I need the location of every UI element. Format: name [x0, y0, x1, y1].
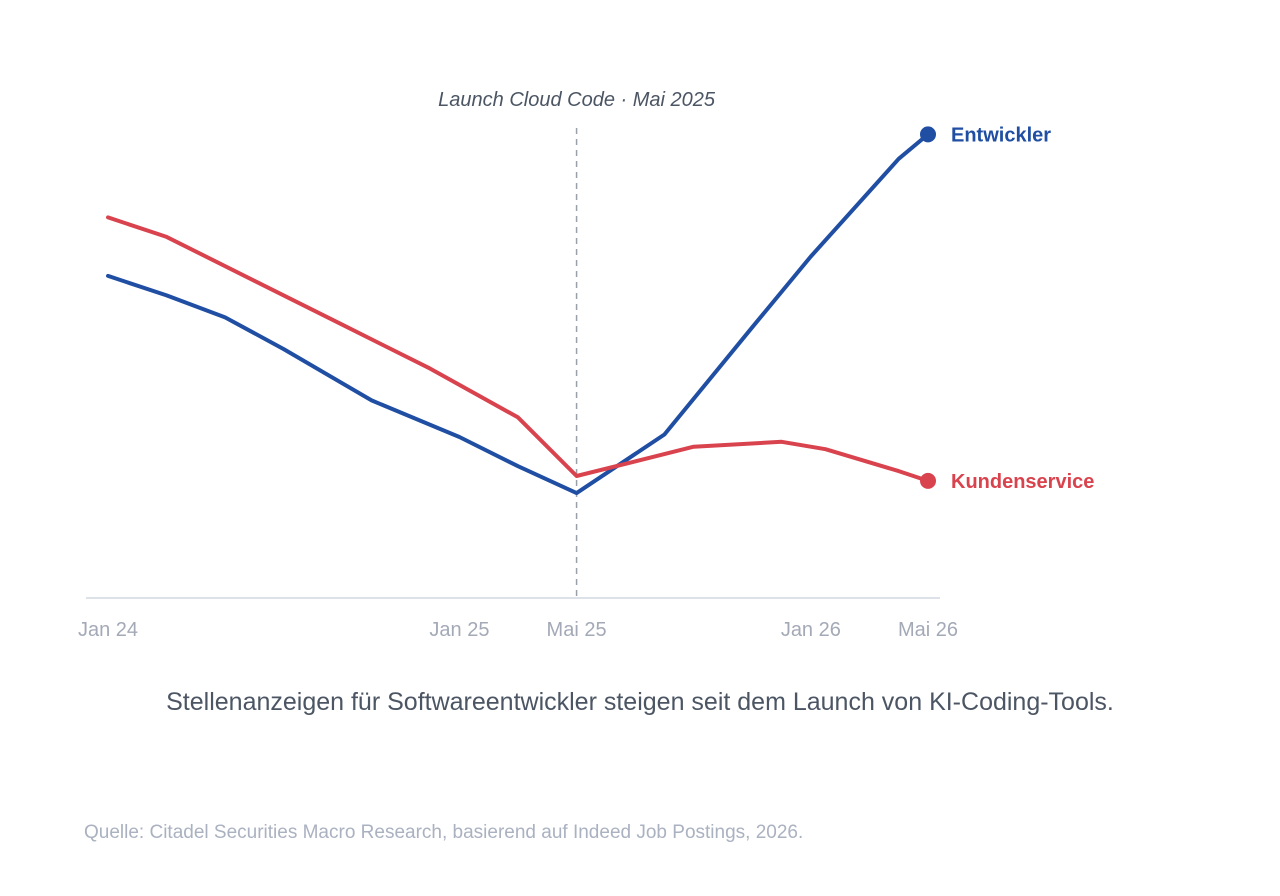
x-axis-ticks: Jan 24 Jan 25 Mai 25 Jan 26 Mai 26 [78, 619, 958, 641]
x-tick-label: Mai 25 [547, 619, 607, 641]
source-note: Quelle: Citadel Securities Macro Researc… [84, 822, 804, 843]
series-end-point-entwickler [920, 126, 936, 143]
x-tick-label: Jan 26 [781, 619, 841, 641]
series-layer: Entwickler Kundenservice [106, 124, 1094, 496]
series-end-point-kundenservice [920, 472, 936, 489]
x-tick-label: Jan 25 [429, 619, 489, 641]
chart-caption: Stellenanzeigen für Softwareentwickler s… [166, 688, 1114, 716]
series-label-entwickler: Entwickler [951, 124, 1051, 146]
line-chart: Launch Cloud Code · Mai 2025 Jan 24 Jan 2… [78, 89, 1094, 641]
x-tick-label: Jan 24 [78, 619, 138, 641]
launch-marker-label: Launch Cloud Code · Mai 2025 [438, 89, 716, 111]
series-label-kundenservice: Kundenservice [951, 471, 1094, 493]
series-line-entwickler [106, 132, 930, 496]
series-line-kundenservice [106, 215, 930, 483]
x-tick-label: Mai 26 [898, 619, 958, 641]
